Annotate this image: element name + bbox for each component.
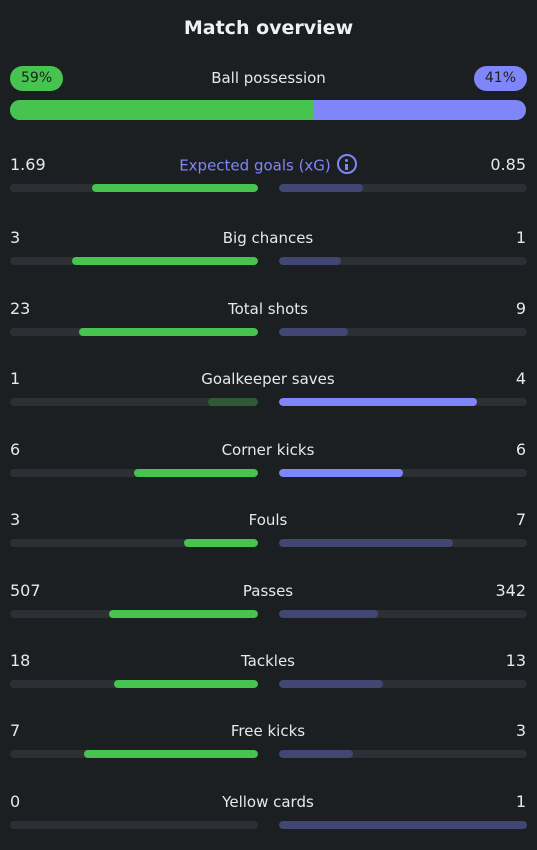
stat-label: Yellow cards bbox=[10, 793, 526, 811]
home-bar-track bbox=[10, 821, 258, 829]
stat-label-text: Yellow cards bbox=[222, 793, 314, 811]
away-value: 9 bbox=[515, 299, 526, 318]
possession-label: Ball possession bbox=[211, 69, 326, 87]
home-value: 1.69 bbox=[10, 155, 46, 174]
away-bar-track bbox=[279, 610, 527, 618]
stat-label: Corner kicks bbox=[10, 441, 526, 459]
home-possession-fill bbox=[10, 100, 315, 120]
away-value: 0.85 bbox=[490, 155, 526, 174]
stat-row-goalkeeper-saves: 1 Goalkeeper saves 4 bbox=[10, 369, 527, 409]
home-bar-fill bbox=[114, 680, 258, 688]
home-bar-track bbox=[10, 398, 258, 406]
away-bar-fill bbox=[279, 328, 349, 336]
home-value: 6 bbox=[10, 440, 21, 459]
away-bar-fill bbox=[279, 750, 354, 758]
away-bar-track bbox=[279, 398, 527, 406]
away-value: 6 bbox=[515, 440, 526, 459]
stat-label: Passes bbox=[10, 582, 526, 600]
stat-row-corner-kicks: 6 Corner kicks 6 bbox=[10, 440, 527, 480]
stat-row-tackles: 18 Tackles 13 bbox=[10, 651, 527, 691]
stat-label: Big chances bbox=[10, 229, 526, 247]
away-bar-fill bbox=[279, 610, 379, 618]
home-bar-track bbox=[10, 469, 258, 477]
home-bar-track bbox=[10, 328, 258, 336]
away-bar-track bbox=[279, 680, 527, 688]
stat-label-text: Fouls bbox=[248, 511, 288, 529]
home-bar-fill bbox=[79, 328, 258, 336]
away-bar-fill bbox=[279, 680, 384, 688]
away-value: 4 bbox=[515, 369, 526, 388]
stat-row-fouls: 3 Fouls 7 bbox=[10, 510, 527, 550]
home-value: 3 bbox=[10, 510, 21, 529]
away-bar-track bbox=[279, 821, 527, 829]
info-icon[interactable] bbox=[336, 154, 357, 174]
stat-row-xg: 1.69 Expected goals (xG) 0.85 bbox=[10, 154, 527, 195]
away-bar-fill bbox=[279, 257, 341, 265]
stat-label-text: Goalkeeper saves bbox=[201, 370, 335, 388]
stat-label-text: Expected goals (xG) bbox=[179, 156, 331, 175]
home-value: 7 bbox=[10, 721, 21, 740]
away-bar-track bbox=[279, 750, 527, 758]
home-bar-track bbox=[10, 610, 258, 618]
stat-row-total-shots: 23 Total shots 9 bbox=[10, 299, 527, 339]
away-bar-fill bbox=[279, 398, 478, 406]
away-bar-fill bbox=[279, 184, 364, 192]
home-bar-track bbox=[10, 184, 258, 192]
away-bar-track bbox=[279, 184, 527, 192]
stat-row-yellow-cards: 0 Yellow cards 1 bbox=[10, 792, 527, 832]
stat-label-text: Corner kicks bbox=[221, 441, 315, 459]
away-value: 3 bbox=[515, 721, 526, 740]
stat-label: Expected goals (xG) bbox=[10, 154, 526, 176]
stat-label-text: Passes bbox=[242, 582, 294, 600]
stat-label: Free kicks bbox=[10, 722, 526, 740]
away-bar-fill bbox=[279, 821, 527, 829]
home-bar-fill bbox=[91, 184, 258, 192]
home-value: 0 bbox=[10, 792, 21, 811]
away-value: 13 bbox=[505, 651, 526, 670]
home-bar-track bbox=[10, 257, 258, 265]
home-bar-fill bbox=[183, 539, 258, 547]
stat-label: Tackles bbox=[10, 652, 526, 670]
home-possession-badge: 59% bbox=[10, 66, 64, 91]
stat-row-big-chances: 3 Big chances 1 bbox=[10, 228, 527, 268]
away-bar-fill bbox=[279, 539, 453, 547]
home-bar-fill bbox=[72, 257, 258, 265]
away-bar-track bbox=[279, 328, 527, 336]
stat-label-text: Tackles bbox=[240, 652, 296, 670]
home-bar-fill bbox=[109, 610, 258, 618]
panel-title: Match overview bbox=[183, 17, 354, 39]
stat-label: Total shots bbox=[10, 300, 526, 318]
away-value: 1 bbox=[515, 228, 526, 247]
home-value: 1 bbox=[10, 369, 21, 388]
away-bar-track bbox=[279, 539, 527, 547]
home-bar-fill bbox=[84, 750, 258, 758]
stat-row-free-kicks: 7 Free kicks 3 bbox=[10, 721, 527, 761]
away-possession-badge: 41% bbox=[473, 66, 527, 91]
stat-label-text: Big chances bbox=[222, 229, 314, 247]
home-value: 18 bbox=[10, 651, 31, 670]
away-value: 1 bbox=[515, 792, 526, 811]
away-bar-track bbox=[279, 257, 527, 265]
home-bar-fill bbox=[134, 469, 258, 477]
possession-bar bbox=[10, 100, 526, 120]
stat-label: Fouls bbox=[10, 511, 526, 529]
home-value: 3 bbox=[10, 228, 21, 247]
away-bar-track bbox=[279, 469, 527, 477]
home-bar-track bbox=[10, 750, 258, 758]
home-bar-track bbox=[10, 680, 258, 688]
home-bar-track bbox=[10, 539, 258, 547]
stat-label: Goalkeeper saves bbox=[10, 370, 526, 388]
stat-label-text: Total shots bbox=[228, 300, 308, 318]
stat-row-passes: 507 Passes 342 bbox=[10, 581, 527, 621]
home-bar-fill bbox=[208, 398, 258, 406]
away-value: 7 bbox=[515, 510, 526, 529]
away-value: 342 bbox=[495, 581, 526, 600]
away-bar-fill bbox=[279, 469, 403, 477]
home-value: 23 bbox=[10, 299, 31, 318]
home-value: 507 bbox=[10, 581, 41, 600]
stat-label-text: Free kicks bbox=[230, 722, 306, 740]
